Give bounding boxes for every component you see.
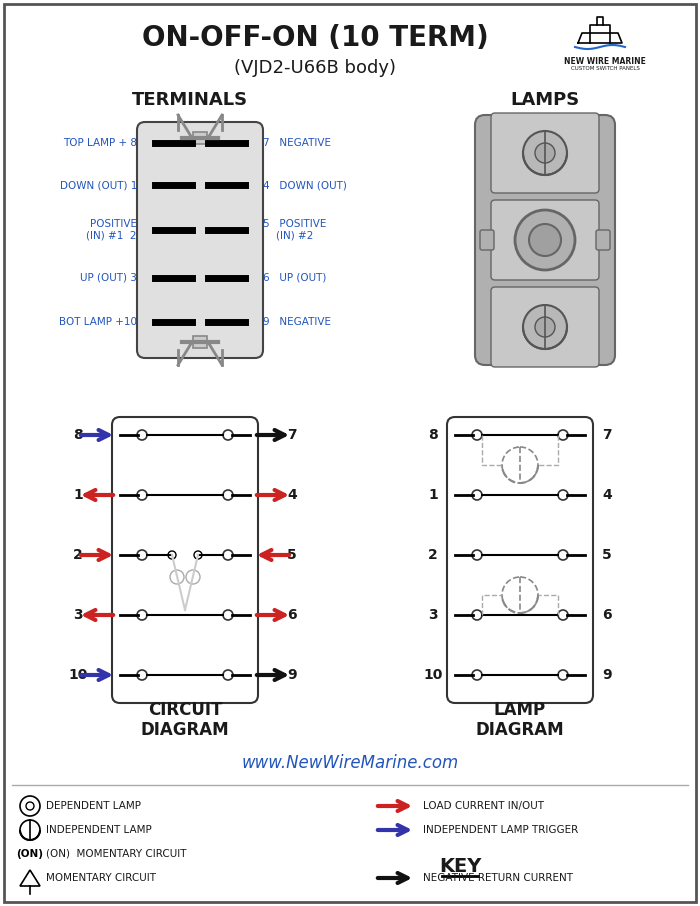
Text: 2: 2 bbox=[73, 548, 83, 562]
Text: NEGATIVE RETURN CURRENT: NEGATIVE RETURN CURRENT bbox=[423, 873, 573, 883]
Circle shape bbox=[535, 143, 555, 163]
Text: BOT LAMP +10: BOT LAMP +10 bbox=[59, 317, 137, 327]
Text: NEW WIRE MARINE: NEW WIRE MARINE bbox=[564, 57, 646, 66]
Circle shape bbox=[472, 550, 482, 560]
Text: INDEPENDENT LAMP: INDEPENDENT LAMP bbox=[46, 825, 152, 835]
Text: DIAGRAM: DIAGRAM bbox=[141, 721, 230, 739]
Text: CIRCUIT: CIRCUIT bbox=[148, 701, 222, 719]
Circle shape bbox=[529, 224, 561, 256]
Text: 6: 6 bbox=[602, 608, 612, 622]
Text: 5   POSITIVE
    (IN) #2: 5 POSITIVE (IN) #2 bbox=[263, 219, 326, 241]
Circle shape bbox=[137, 490, 147, 500]
Circle shape bbox=[223, 490, 233, 500]
Text: LAMP: LAMP bbox=[494, 701, 546, 719]
Circle shape bbox=[472, 490, 482, 500]
Text: 6   UP (OUT): 6 UP (OUT) bbox=[263, 273, 326, 283]
FancyBboxPatch shape bbox=[447, 417, 593, 703]
FancyBboxPatch shape bbox=[193, 336, 207, 348]
Circle shape bbox=[26, 802, 34, 810]
Text: ON-OFF-ON (10 TERM): ON-OFF-ON (10 TERM) bbox=[141, 24, 489, 52]
Text: 3: 3 bbox=[74, 608, 83, 622]
FancyBboxPatch shape bbox=[596, 230, 610, 250]
Circle shape bbox=[472, 430, 482, 440]
Text: DOWN (OUT) 1: DOWN (OUT) 1 bbox=[60, 180, 137, 190]
Circle shape bbox=[194, 551, 202, 559]
Circle shape bbox=[20, 796, 40, 816]
Text: 1: 1 bbox=[428, 488, 438, 502]
Text: 7: 7 bbox=[602, 428, 612, 442]
Text: UP (OUT) 3: UP (OUT) 3 bbox=[80, 273, 137, 283]
Circle shape bbox=[535, 317, 555, 337]
Circle shape bbox=[20, 820, 40, 840]
Text: (ON): (ON) bbox=[17, 849, 43, 859]
Circle shape bbox=[558, 670, 568, 680]
Text: 8: 8 bbox=[428, 428, 438, 442]
Text: 4   DOWN (OUT): 4 DOWN (OUT) bbox=[263, 180, 347, 190]
Text: 9: 9 bbox=[287, 668, 297, 682]
Text: www.NewWireMarine.com: www.NewWireMarine.com bbox=[241, 754, 458, 772]
Text: DEPENDENT LAMP: DEPENDENT LAMP bbox=[46, 801, 141, 811]
Circle shape bbox=[168, 551, 176, 559]
FancyBboxPatch shape bbox=[137, 122, 263, 358]
Circle shape bbox=[137, 610, 147, 620]
FancyBboxPatch shape bbox=[491, 287, 599, 367]
Circle shape bbox=[523, 131, 567, 175]
Text: TOP LAMP + 8: TOP LAMP + 8 bbox=[63, 138, 137, 148]
Text: 10: 10 bbox=[424, 668, 442, 682]
Circle shape bbox=[137, 670, 147, 680]
Text: 8: 8 bbox=[73, 428, 83, 442]
Text: 2: 2 bbox=[428, 548, 438, 562]
Text: 4: 4 bbox=[602, 488, 612, 502]
Circle shape bbox=[223, 430, 233, 440]
Text: KEY: KEY bbox=[439, 856, 481, 875]
FancyBboxPatch shape bbox=[475, 115, 615, 365]
Text: 9   NEGATIVE: 9 NEGATIVE bbox=[263, 317, 331, 327]
Circle shape bbox=[558, 610, 568, 620]
Text: 4: 4 bbox=[287, 488, 297, 502]
Text: POSITIVE
(IN) #1  2: POSITIVE (IN) #1 2 bbox=[87, 219, 137, 241]
Text: 10: 10 bbox=[69, 668, 88, 682]
Polygon shape bbox=[20, 870, 40, 886]
Text: 7: 7 bbox=[287, 428, 297, 442]
Text: 5: 5 bbox=[602, 548, 612, 562]
Text: MOMENTARY CIRCUIT: MOMENTARY CIRCUIT bbox=[46, 873, 156, 883]
Circle shape bbox=[223, 550, 233, 560]
Circle shape bbox=[515, 210, 575, 270]
Circle shape bbox=[472, 670, 482, 680]
Text: INDEPENDENT LAMP TRIGGER: INDEPENDENT LAMP TRIGGER bbox=[423, 825, 578, 835]
FancyBboxPatch shape bbox=[193, 132, 207, 144]
Text: DIAGRAM: DIAGRAM bbox=[476, 721, 564, 739]
Text: 6: 6 bbox=[287, 608, 297, 622]
FancyBboxPatch shape bbox=[480, 230, 494, 250]
Circle shape bbox=[558, 490, 568, 500]
Text: 7   NEGATIVE: 7 NEGATIVE bbox=[263, 138, 331, 148]
FancyBboxPatch shape bbox=[112, 417, 258, 703]
Circle shape bbox=[137, 550, 147, 560]
Text: 3: 3 bbox=[428, 608, 438, 622]
Text: (VJD2-U66B body): (VJD2-U66B body) bbox=[234, 59, 396, 77]
Text: TERMINALS: TERMINALS bbox=[132, 91, 248, 109]
Text: LAMPS: LAMPS bbox=[510, 91, 580, 109]
Text: 1: 1 bbox=[73, 488, 83, 502]
Text: (ON)  MOMENTARY CIRCUIT: (ON) MOMENTARY CIRCUIT bbox=[46, 849, 186, 859]
Circle shape bbox=[472, 610, 482, 620]
Text: 9: 9 bbox=[602, 668, 612, 682]
FancyBboxPatch shape bbox=[491, 200, 599, 280]
FancyBboxPatch shape bbox=[491, 113, 599, 193]
Circle shape bbox=[137, 430, 147, 440]
Text: LOAD CURRENT IN/OUT: LOAD CURRENT IN/OUT bbox=[423, 801, 544, 811]
Circle shape bbox=[558, 550, 568, 560]
Text: CUSTOM SWITCH PANELS: CUSTOM SWITCH PANELS bbox=[570, 66, 639, 71]
Circle shape bbox=[223, 610, 233, 620]
Circle shape bbox=[523, 305, 567, 349]
Circle shape bbox=[558, 430, 568, 440]
Text: 5: 5 bbox=[287, 548, 297, 562]
Circle shape bbox=[223, 670, 233, 680]
